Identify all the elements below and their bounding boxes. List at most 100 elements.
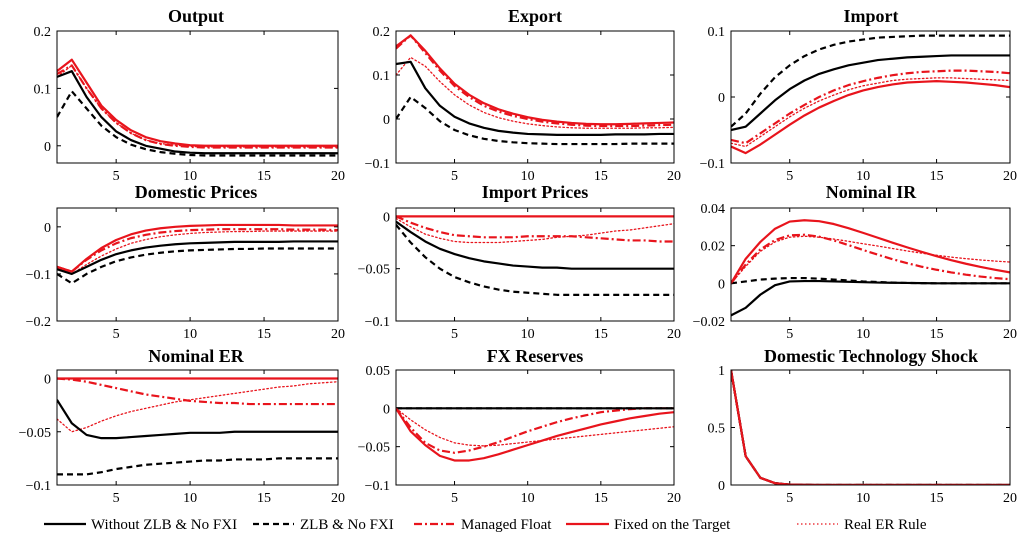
x-tick-label: 15 (930, 327, 944, 342)
series-line-zlb (396, 224, 674, 296)
x-tick-label: 20 (1003, 169, 1017, 184)
series-group (731, 34, 1010, 155)
y-tick-label: −0.05 (19, 426, 51, 441)
series-line-zlb (396, 95, 674, 146)
legend: Without ZLB & No FXI ZLB & No FXI Manage… (44, 517, 927, 533)
panel-nominal-ir: Nominal IR (826, 182, 918, 202)
plot-area: 5 10 15 20 −0.1 −0.05 0 0.05 (358, 364, 681, 506)
y-tick-label: −0.1 (365, 479, 390, 494)
series-line-fixed-target (731, 80, 1010, 155)
series-group (396, 215, 674, 296)
panel-title: Nominal IR (826, 182, 918, 202)
x-tick-label: 10 (856, 327, 870, 342)
x-tick-label: 5 (113, 491, 120, 506)
x-tick-label: 5 (451, 491, 458, 506)
series-group (396, 34, 674, 146)
x-tick-label: 20 (1003, 491, 1017, 506)
panel-domestic-prices: Domestic Prices (135, 182, 257, 202)
panel-output: Output (168, 6, 224, 26)
panel-nominal-er: Nominal ER (148, 346, 245, 366)
series-line-managed-float (57, 377, 338, 406)
y-tick-label: 0 (44, 140, 51, 155)
panel-title: FX Reserves (487, 346, 583, 366)
x-tick-label: 10 (856, 491, 870, 506)
series-line-real-er-rule (57, 381, 338, 433)
plot-frame (56, 30, 339, 164)
series-line-real-er-rule (731, 77, 1010, 148)
plot-area: 5 10 15 20 0 0.5 1 (708, 364, 1018, 506)
series-line-without-zlb (57, 240, 338, 276)
panel-domestic-technology-shock: Domestic Technology Shock (764, 346, 978, 366)
x-tick-label: 10 (183, 491, 197, 506)
x-tick-label: 5 (451, 169, 458, 184)
series-line-real-er-rule (396, 407, 674, 447)
legend-label: ZLB & No FXI (300, 517, 394, 533)
plot-frame (56, 369, 339, 486)
y-tick-label: 0.5 (708, 422, 726, 437)
series-line-managed-float (731, 69, 1010, 145)
y-tick-label: 0.1 (708, 25, 726, 40)
x-tick-label: 20 (331, 491, 345, 506)
series-line-zlb (57, 457, 338, 476)
y-tick-label: 0 (718, 277, 725, 292)
series-line-fixed-target (731, 370, 1010, 485)
x-tick-label: 20 (331, 169, 345, 184)
x-tick-label: 10 (183, 327, 197, 342)
series-line-real-er-rule (731, 370, 1010, 485)
plot-area: 5 10 15 20 0 0.1 0.2 (34, 25, 346, 184)
series-line-without-zlb (731, 370, 1010, 485)
series-line-fixed-target (57, 58, 338, 147)
panel-title: Domestic Prices (135, 182, 257, 202)
series-group (57, 223, 338, 285)
x-tick-label: 15 (930, 491, 944, 506)
panel-title: Import (844, 6, 899, 26)
x-tick-label: 15 (257, 491, 271, 506)
legend-label: Real ER Rule (844, 517, 927, 533)
x-tick-label: 10 (521, 491, 535, 506)
y-tick-label: 0 (383, 210, 390, 225)
y-tick-label: 0 (718, 91, 725, 106)
plot-frame (395, 369, 675, 486)
y-tick-label: 0.1 (373, 69, 391, 84)
x-tick-label: 5 (113, 327, 120, 342)
x-tick-label: 10 (521, 169, 535, 184)
series-line-real-er-rule (396, 56, 674, 129)
legend-label: Without ZLB & No FXI (91, 517, 237, 533)
x-tick-label: 15 (594, 491, 608, 506)
series-line-real-er-rule (57, 230, 338, 275)
series-line-managed-float (396, 215, 674, 243)
y-tick-label: −0.1 (26, 479, 51, 494)
series-line-managed-float (57, 64, 338, 149)
panel-title: Export (508, 6, 562, 26)
x-tick-label: 15 (257, 327, 271, 342)
x-tick-label: 20 (667, 169, 681, 184)
series-group (396, 407, 674, 462)
y-tick-label: 0 (383, 113, 390, 128)
plot-area: 5 10 15 20 −0.1 0 0.1 0.2 (365, 25, 681, 184)
x-tick-label: 10 (521, 327, 535, 342)
series-line-zlb (731, 370, 1010, 485)
y-tick-label: 0.2 (34, 25, 52, 40)
series-line-managed-float (57, 228, 338, 273)
y-tick-label: −0.02 (693, 315, 725, 330)
x-tick-label: 10 (183, 169, 197, 184)
plot-frame (730, 369, 1011, 486)
series-line-managed-float (396, 34, 674, 128)
plot-frame (395, 30, 675, 164)
series-group (731, 219, 1010, 317)
y-tick-label: −0.05 (358, 441, 390, 456)
panel-title: Domestic Technology Shock (764, 346, 978, 366)
y-tick-label: 0.02 (701, 240, 726, 255)
series-line-fixed-target (731, 219, 1010, 284)
series-group (731, 370, 1010, 485)
panel-title: Import Prices (482, 182, 588, 202)
y-tick-label: −0.1 (365, 315, 390, 330)
series-line-fixed-target (396, 34, 674, 126)
panel-import: Import (844, 6, 899, 26)
series-line-zlb (57, 247, 338, 285)
x-tick-label: 20 (331, 327, 345, 342)
legend-label: Managed Float (461, 517, 552, 533)
x-tick-label: 20 (1003, 327, 1017, 342)
x-tick-label: 15 (257, 169, 271, 184)
